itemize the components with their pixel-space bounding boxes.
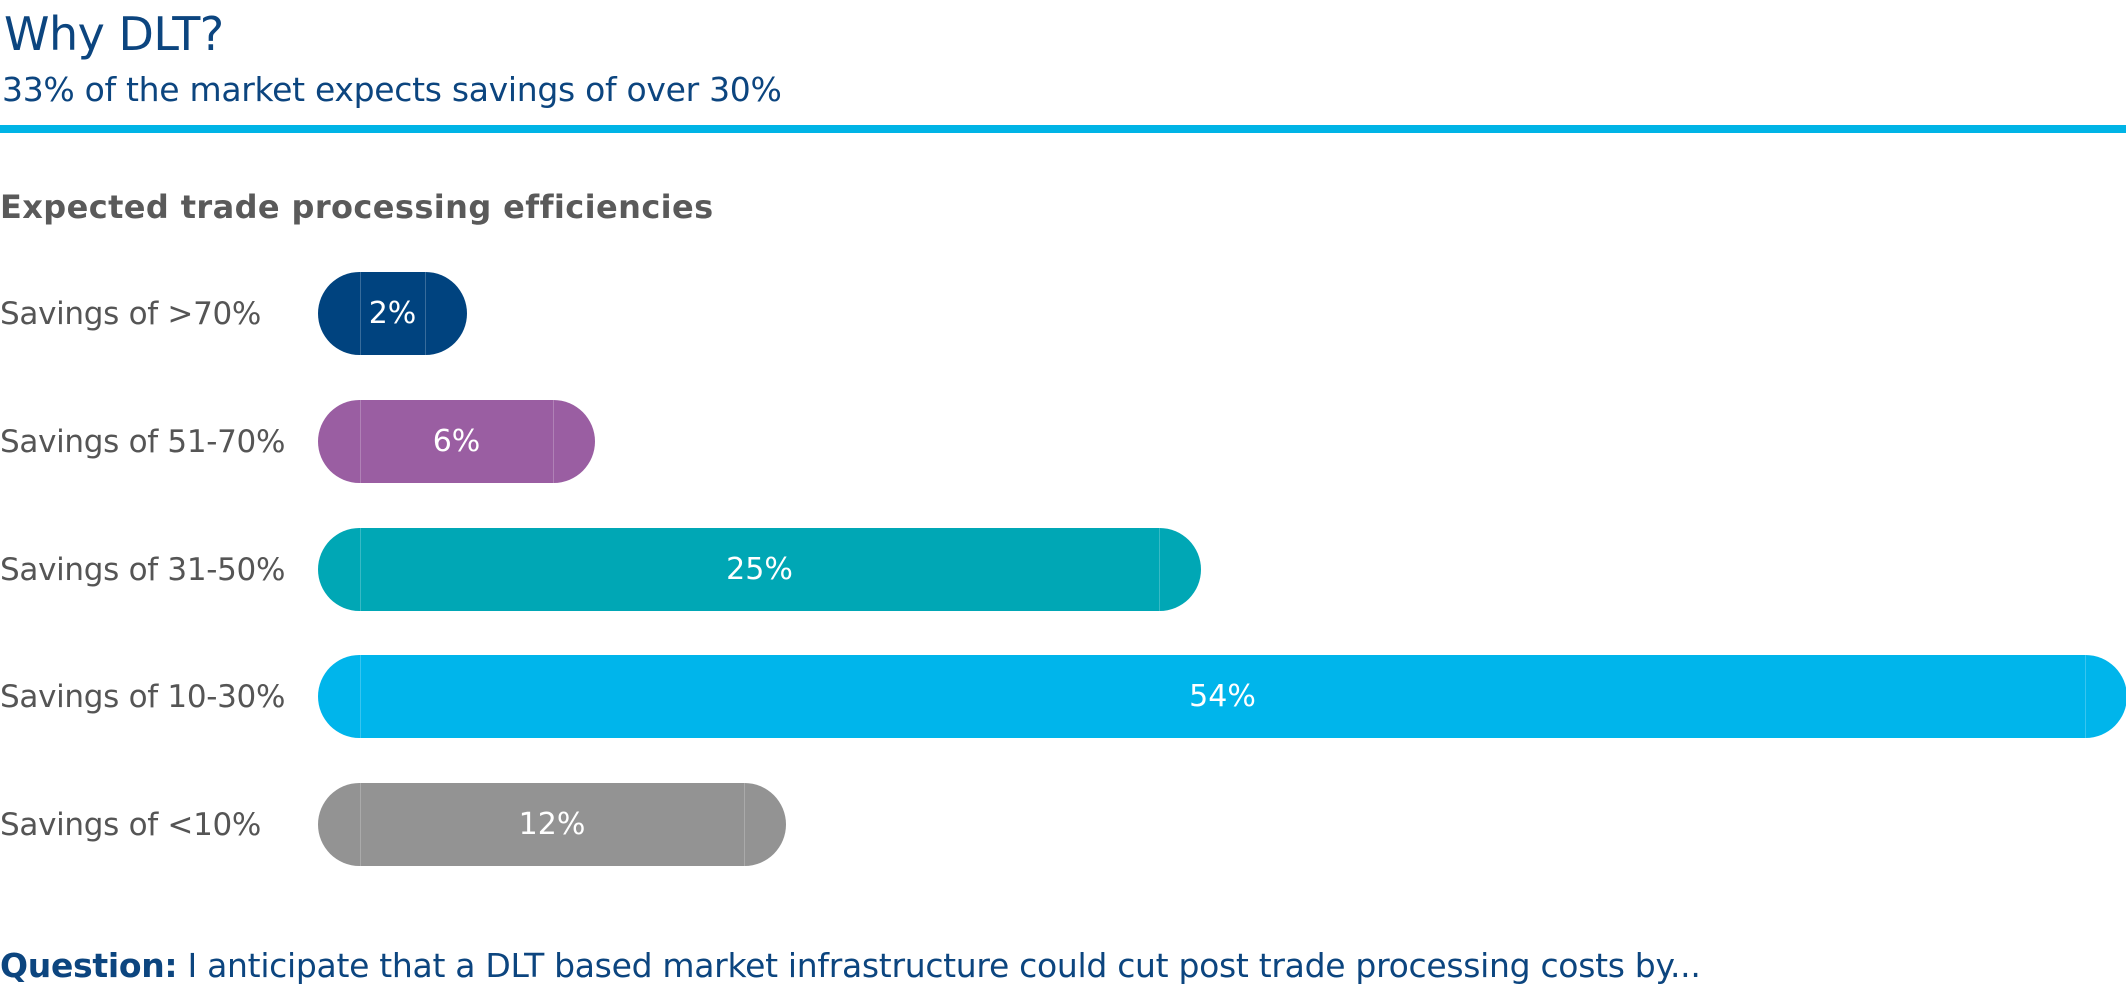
- bar-cap-divider: [2085, 655, 2086, 738]
- bar-cap-divider: [360, 783, 361, 866]
- bar-cap-divider: [360, 272, 361, 355]
- bar-cap-divider: [744, 783, 745, 866]
- bar: 54%: [318, 655, 2126, 738]
- bar: 25%: [318, 528, 1201, 611]
- bar-value-label: 12%: [518, 807, 586, 842]
- bar: 12%: [318, 783, 786, 866]
- page-subtitle: 33% of the market expects savings of ove…: [2, 70, 782, 109]
- bar-cap-divider: [553, 400, 554, 483]
- bar-cap-divider: [1159, 528, 1160, 611]
- bar: 2%: [318, 272, 467, 355]
- category-label: Savings of <10%: [0, 806, 262, 843]
- question-label: Question:: [0, 946, 178, 985]
- bar-value-label: 25%: [726, 552, 793, 587]
- header-divider: [0, 125, 2126, 133]
- survey-question: Question: I anticipate that a DLT based …: [0, 944, 1701, 988]
- bar-cap-divider: [360, 655, 361, 738]
- category-label: Savings of 51-70%: [0, 423, 286, 460]
- category-label: Savings of >70%: [0, 295, 262, 332]
- bar-value-label: 2%: [368, 296, 417, 331]
- bar-cap-divider: [360, 400, 361, 483]
- bar-cap-divider: [360, 528, 361, 611]
- chart-title: Expected trade processing efficiencies: [0, 188, 714, 226]
- category-label: Savings of 10-30%: [0, 678, 286, 715]
- bar-cap-divider: [425, 272, 426, 355]
- page-title: Why DLT?: [4, 7, 224, 61]
- question-text: I anticipate that a DLT based market inf…: [177, 946, 1701, 985]
- bar: 6%: [318, 400, 595, 483]
- bar-value-label: 6%: [432, 424, 481, 459]
- bar-value-label: 54%: [1189, 679, 1256, 714]
- category-label: Savings of 31-50%: [0, 551, 286, 588]
